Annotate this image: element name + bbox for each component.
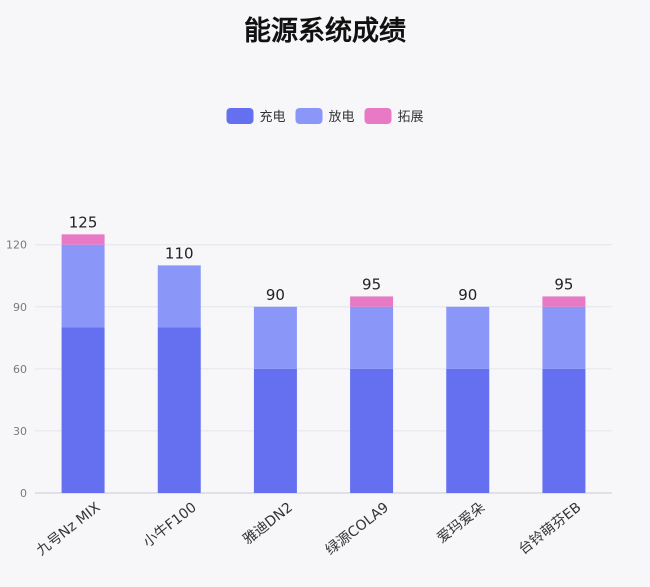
y-axis: 0 30 60 90 120 — [6, 239, 27, 500]
bar-segment[interactable] — [253, 368, 297, 493]
bar-segment[interactable] — [350, 296, 394, 307]
legend-swatch — [364, 108, 392, 124]
total-labels: 125 110 90 95 90 95 — [69, 213, 574, 303]
bar-segment[interactable] — [61, 234, 105, 245]
x-tick-label: 绿源COLA9 — [323, 500, 392, 559]
bar-segment[interactable] — [61, 327, 105, 493]
bar-segment[interactable] — [350, 306, 394, 369]
x-tick-label: 雅迪DN2 — [240, 500, 296, 548]
legend-label: 放电 — [329, 110, 355, 125]
legend-swatch — [295, 108, 323, 124]
total-label: 90 — [266, 286, 285, 304]
y-tick-label: 90 — [13, 301, 27, 314]
y-tick-label: 60 — [13, 363, 27, 376]
bar-segment[interactable] — [542, 306, 586, 369]
legend-item[interactable]: 放电 — [295, 108, 355, 125]
total-label: 110 — [165, 244, 194, 262]
bar-segment[interactable] — [253, 306, 297, 369]
x-tick-label: 爱玛爱朵 — [434, 500, 488, 547]
x-tick-label: 小牛F100 — [140, 500, 199, 551]
legend-swatch — [226, 108, 254, 124]
bar-segment[interactable] — [542, 296, 586, 307]
grid-lines — [35, 244, 612, 494]
bar-segment[interactable] — [542, 368, 586, 493]
legend-item[interactable]: 拓展 — [364, 108, 424, 125]
legend-item[interactable]: 充电 — [226, 108, 286, 125]
bar-segment[interactable] — [157, 265, 201, 328]
x-axis: 九号Nz MIX 小牛F100 雅迪DN2 绿源COLA9 爱玛爱朵 台铃萌芬EB — [34, 499, 585, 559]
y-tick-label: 0 — [20, 487, 27, 500]
y-tick-label: 30 — [13, 425, 27, 438]
total-label: 125 — [69, 213, 98, 231]
legend[interactable]: 充电 放电 拓展 — [226, 108, 424, 125]
bar-segment[interactable] — [350, 368, 394, 493]
total-label: 95 — [554, 275, 573, 293]
bar-segment[interactable] — [446, 306, 490, 369]
x-tick-label: 台铃萌芬EB — [516, 500, 585, 558]
bar-segment[interactable] — [446, 368, 490, 493]
y-tick-label: 120 — [6, 239, 27, 252]
bars — [61, 234, 586, 493]
chart-title: 能源系统成绩 — [244, 15, 406, 47]
legend-label: 充电 — [260, 109, 286, 125]
x-tick-label: 九号Nz MIX — [34, 499, 104, 559]
total-label: 90 — [458, 286, 477, 304]
bar-segment[interactable] — [157, 327, 201, 493]
legend-label: 拓展 — [398, 110, 424, 125]
bar-segment[interactable] — [61, 244, 105, 328]
total-label: 95 — [362, 275, 381, 293]
